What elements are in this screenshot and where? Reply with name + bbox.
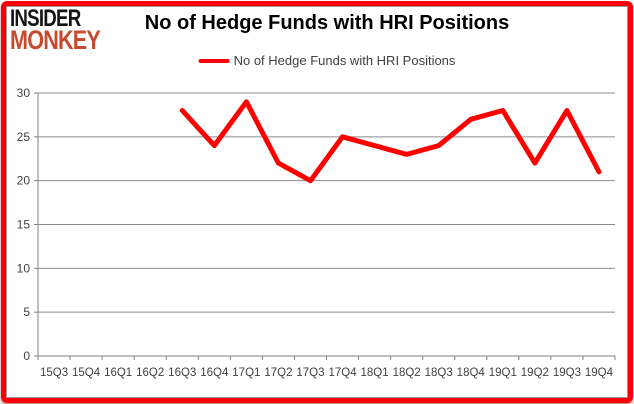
svg-text:0: 0 xyxy=(23,349,30,363)
svg-text:16Q4: 16Q4 xyxy=(200,367,229,379)
svg-text:15Q4: 15Q4 xyxy=(72,367,101,379)
svg-text:18Q3: 18Q3 xyxy=(425,367,453,379)
logo-monkey-text: MONKEY xyxy=(10,24,101,55)
legend-line-swatch xyxy=(198,58,230,63)
svg-text:15: 15 xyxy=(17,218,31,232)
svg-text:17Q1: 17Q1 xyxy=(232,367,260,379)
svg-text:17Q3: 17Q3 xyxy=(296,367,324,379)
svg-text:18Q4: 18Q4 xyxy=(457,367,486,379)
svg-text:20: 20 xyxy=(17,174,31,188)
svg-text:17Q2: 17Q2 xyxy=(264,367,292,379)
svg-text:19Q3: 19Q3 xyxy=(553,367,581,379)
svg-text:19Q2: 19Q2 xyxy=(521,367,549,379)
svg-text:18Q1: 18Q1 xyxy=(361,367,389,379)
svg-text:10: 10 xyxy=(17,261,31,275)
svg-text:5: 5 xyxy=(23,305,30,319)
svg-text:19Q4: 19Q4 xyxy=(585,367,614,379)
svg-text:16Q2: 16Q2 xyxy=(136,367,164,379)
chart-title: No of Hedge Funds with HRI Positions xyxy=(144,12,510,34)
legend: No of Hedge Funds with HRI Positions xyxy=(198,53,456,68)
insider-monkey-logo: INSIDER MONKEY xyxy=(10,5,123,55)
svg-text:25: 25 xyxy=(17,130,31,144)
svg-text:16Q1: 16Q1 xyxy=(104,367,132,379)
svg-text:19Q1: 19Q1 xyxy=(489,367,517,379)
svg-text:17Q4: 17Q4 xyxy=(328,367,357,379)
svg-text:18Q2: 18Q2 xyxy=(393,367,421,379)
legend-label: No of Hedge Funds with HRI Positions xyxy=(233,53,456,68)
logo-insider-text: INSIDER xyxy=(10,5,81,32)
svg-text:15Q3: 15Q3 xyxy=(40,367,68,379)
svg-text:30: 30 xyxy=(17,86,31,100)
svg-text:16Q3: 16Q3 xyxy=(168,367,196,379)
